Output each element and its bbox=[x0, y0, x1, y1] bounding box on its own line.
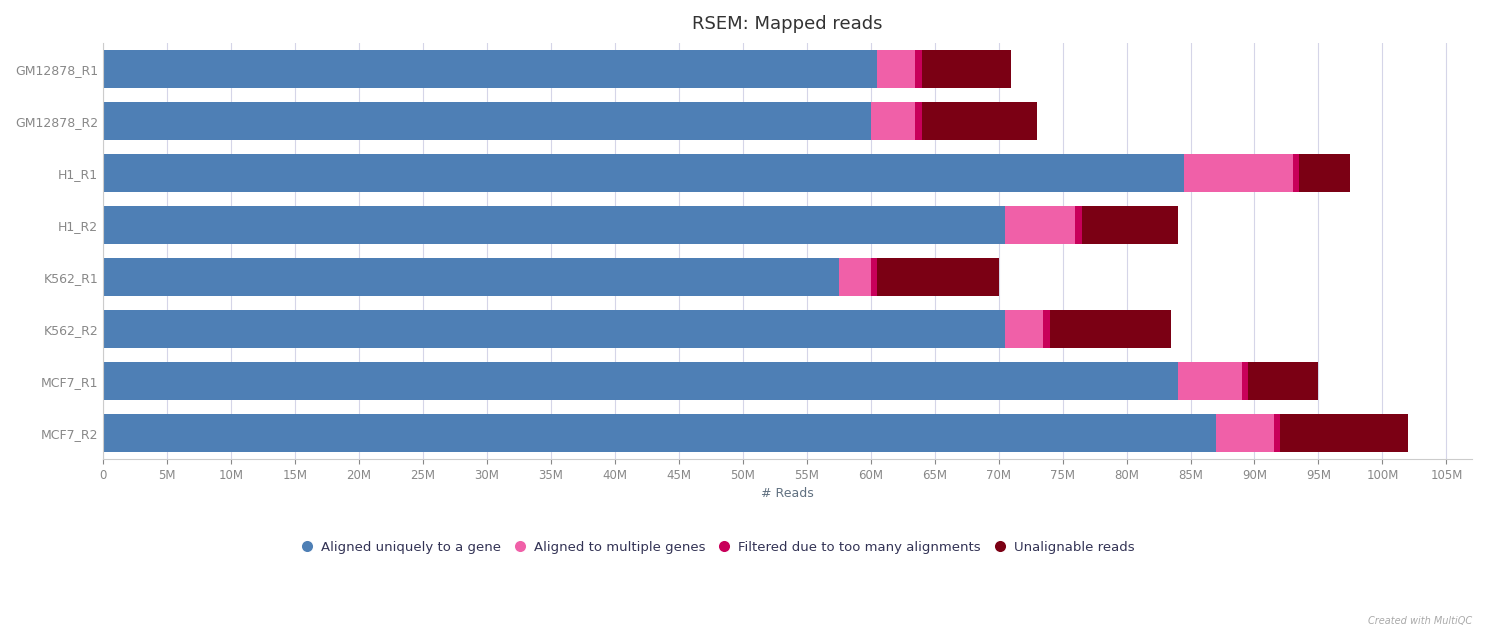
Bar bbox=[1292, 154, 1300, 191]
Bar bbox=[1081, 206, 1178, 244]
Bar bbox=[103, 362, 1178, 400]
Text: Created with MultiQC: Created with MultiQC bbox=[1368, 616, 1472, 626]
Bar bbox=[839, 258, 871, 296]
Bar bbox=[916, 102, 922, 140]
Bar bbox=[1044, 310, 1050, 348]
X-axis label: # Reads: # Reads bbox=[761, 487, 813, 501]
Legend: Aligned uniquely to a gene, Aligned to multiple genes, Filtered due to too many : Aligned uniquely to a gene, Aligned to m… bbox=[297, 534, 1141, 561]
Bar bbox=[916, 50, 922, 88]
Title: RSEM: Mapped reads: RSEM: Mapped reads bbox=[693, 15, 883, 33]
Bar bbox=[877, 50, 916, 88]
Bar bbox=[1300, 154, 1350, 191]
Bar bbox=[922, 102, 1036, 140]
Bar bbox=[1280, 415, 1408, 452]
Bar bbox=[1075, 206, 1081, 244]
Bar bbox=[922, 50, 1011, 88]
Bar bbox=[1184, 154, 1292, 191]
Bar bbox=[1005, 310, 1044, 348]
Bar bbox=[1216, 415, 1274, 452]
Bar bbox=[103, 102, 871, 140]
Bar bbox=[871, 258, 877, 296]
Bar bbox=[103, 50, 877, 88]
Bar bbox=[103, 154, 1184, 191]
Bar bbox=[103, 206, 1005, 244]
Bar bbox=[103, 258, 839, 296]
Bar bbox=[1050, 310, 1172, 348]
Bar bbox=[1005, 206, 1075, 244]
Bar bbox=[1242, 362, 1248, 400]
Bar bbox=[1248, 362, 1319, 400]
Bar bbox=[877, 258, 999, 296]
Bar bbox=[871, 102, 916, 140]
Bar bbox=[103, 415, 1216, 452]
Bar bbox=[103, 310, 1005, 348]
Bar bbox=[1274, 415, 1280, 452]
Bar bbox=[1178, 362, 1242, 400]
